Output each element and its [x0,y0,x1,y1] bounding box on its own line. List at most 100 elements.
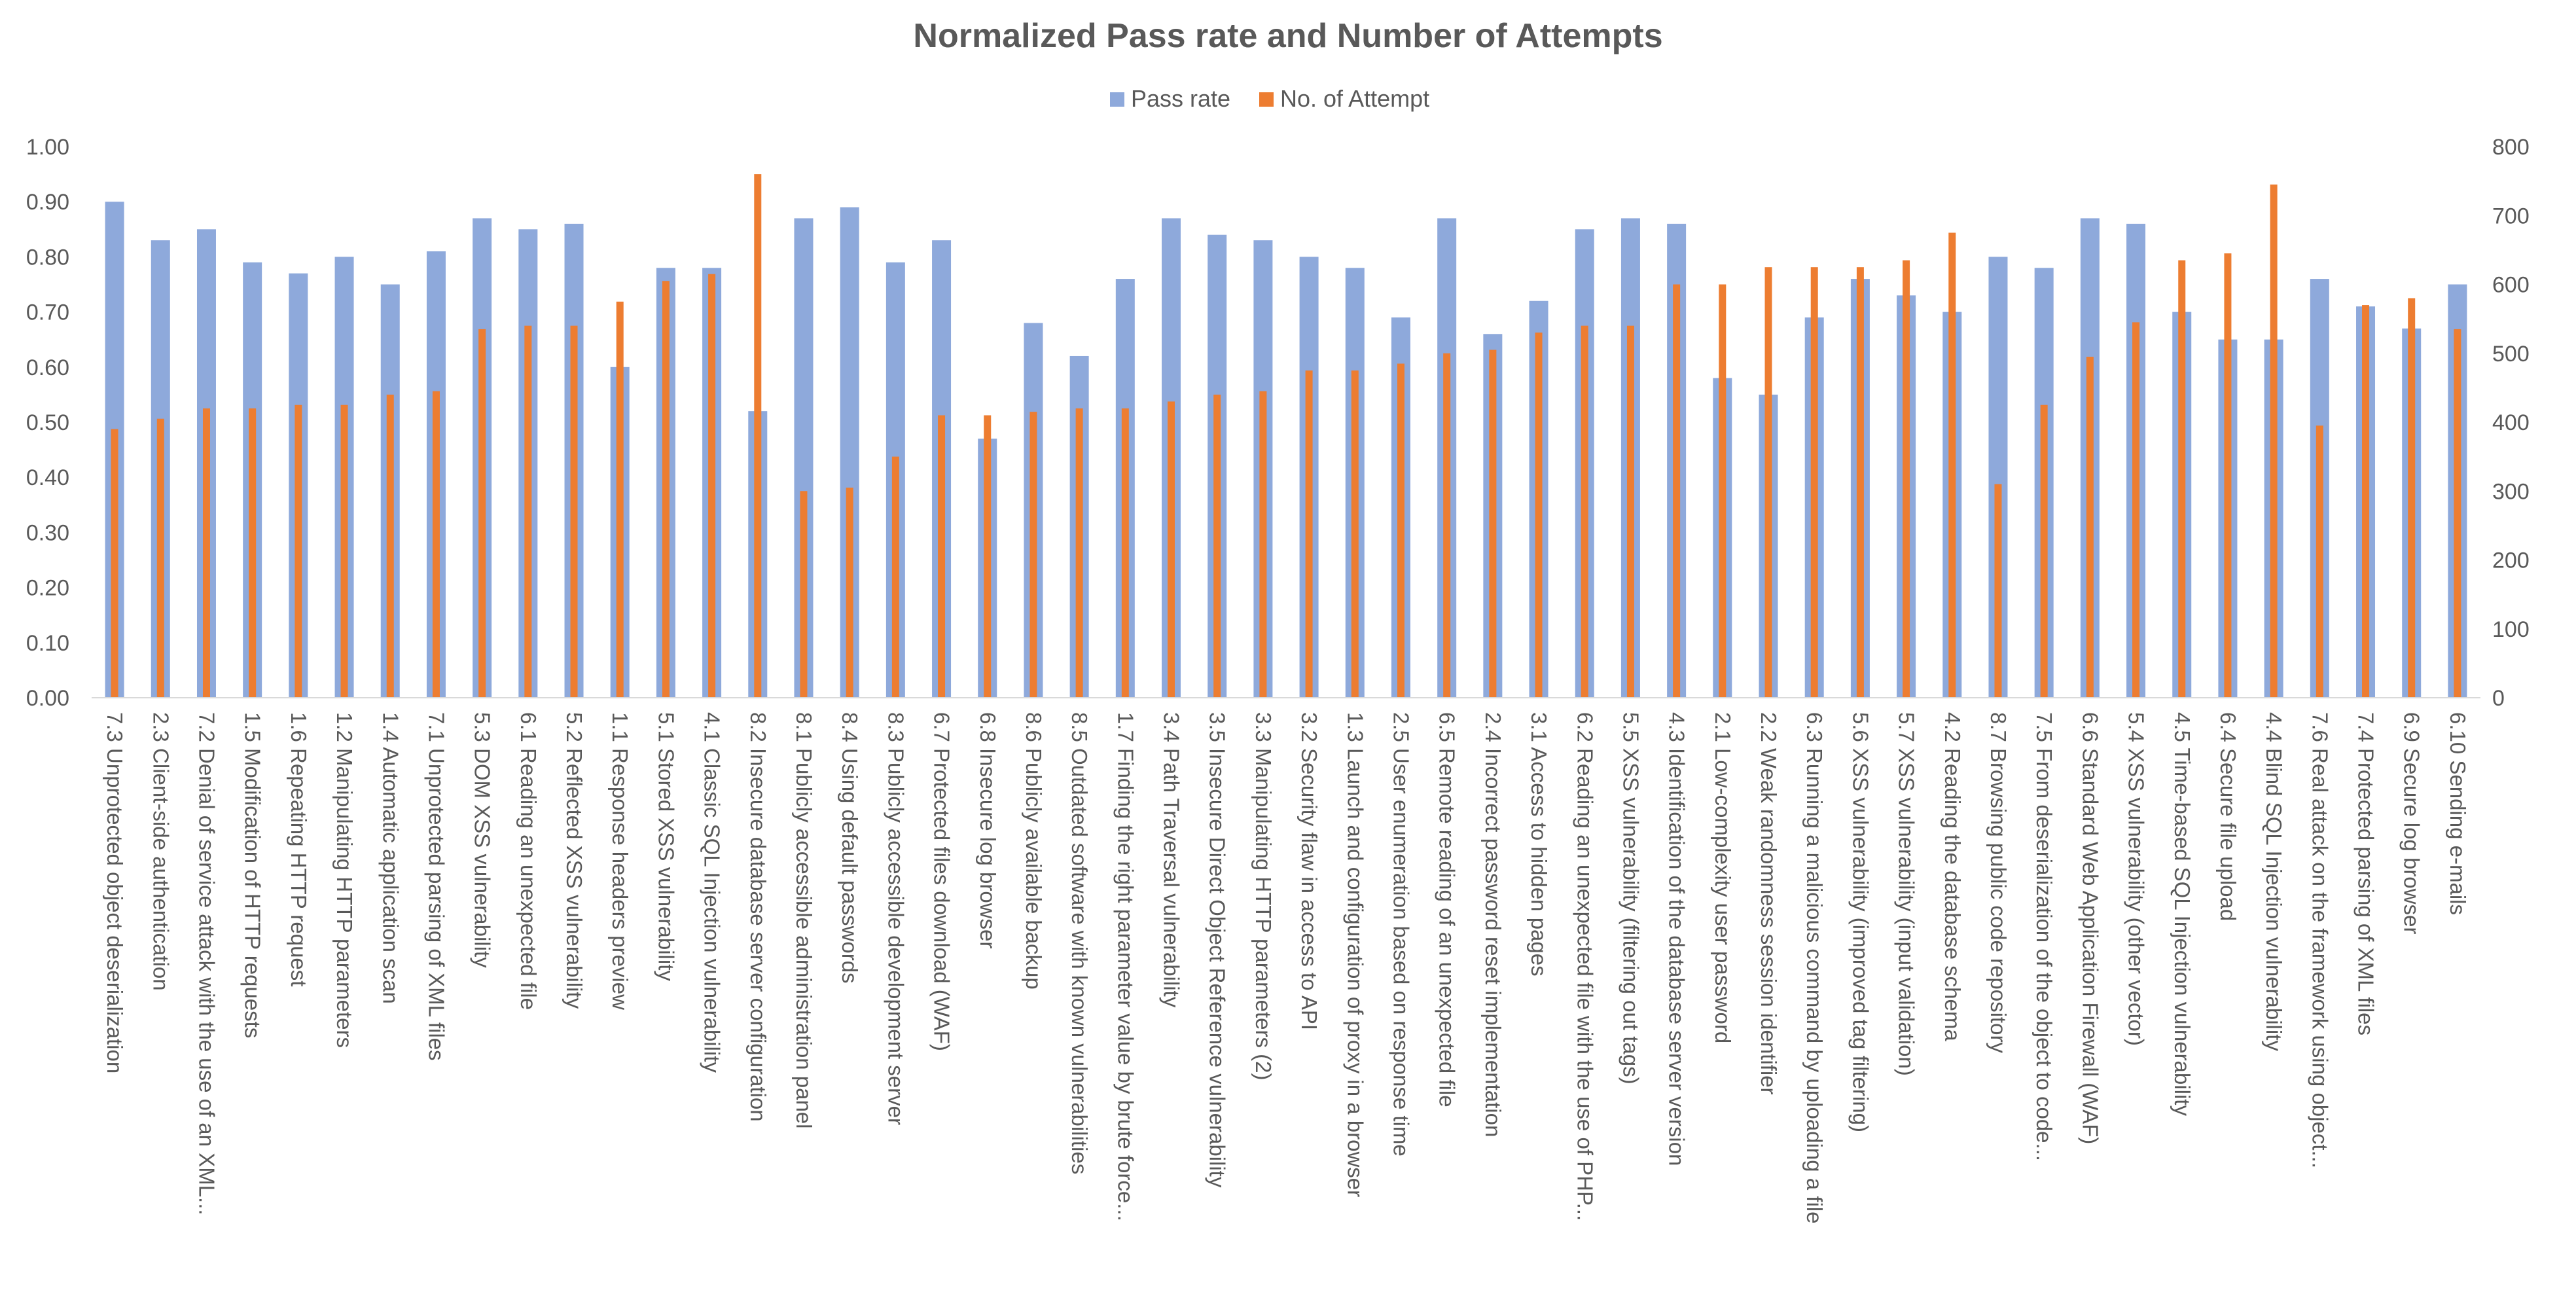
right-tick-label: 300 [2492,479,2530,504]
category-label: 8.5 Outdated software with known vulnera… [1067,712,1092,1174]
category-label: 7.4 Protected parsing of XML files [2354,712,2378,1035]
chart-title: Normalized Pass rate and Number of Attem… [913,17,1662,55]
attempts-bar [2362,305,2370,698]
bars [105,174,2467,698]
left-tick-label: 0.30 [26,520,69,545]
category-label: 6.9 Secure log browser [2400,712,2424,934]
attempts-bar [295,404,302,698]
category-label: 6.2 Reading an unexpected file with the … [1573,712,1597,1221]
category-label: 6.3 Running a malicious command by uploa… [1802,712,1827,1223]
attempts-bar [1351,370,1359,698]
attempts-bar [2316,425,2323,698]
category-label: 5.4 XSS vulnerability (other vector) [2124,712,2149,1046]
category-label: 4.3 Identification of the database serve… [1665,712,1689,1166]
right-tick-label: 700 [2492,204,2530,228]
category-label: 8.7 Browsing public code repository [1986,712,2011,1053]
attempts-bar [708,274,716,698]
attempts-bar [340,404,348,698]
attempts-bar [1397,363,1404,698]
legend-swatch-pass-rate [1110,92,1124,107]
attempts-bar [846,487,853,698]
category-label: 1.4 Automatic application scan [378,712,402,1004]
attempts-bar [1719,284,1726,698]
category-label: 5.7 XSS vulnerability (input validation) [1895,712,1919,1076]
category-label: 1.2 Manipulating HTTP parameters [332,712,357,1048]
category-label: 8.1 Publicly accessible administration p… [792,712,816,1129]
category-label: 6.5 Remote reading of an unexpected file [1435,712,1459,1107]
category-label: 3.5 Insecure Direct Object Reference vul… [1206,712,1230,1188]
attempts-bar [800,491,808,698]
attempts-bar [662,281,670,698]
category-label: 3.3 Manipulating HTTP parameters (2) [1251,712,1276,1080]
attempts-bar [1168,401,1175,698]
attempts-bar [938,415,946,698]
category-label: 2.4 Incorrect password reset implementat… [1481,712,1505,1137]
category-label: 7.2 Denial of service attack with the us… [194,712,219,1215]
left-tick-label: 0.70 [26,300,69,325]
left-tick-label: 1.00 [26,135,69,160]
category-label: 8.6 Publicly available backup [1022,712,1046,990]
category-label: 4.4 Blind SQL Injection vulnerability [2262,712,2286,1051]
attempts-bar [478,329,486,698]
attempts-bar [1764,267,1772,698]
category-label: 6.7 Protected files download (WAF) [930,712,954,1051]
attempts-bar [891,456,899,698]
attempts-bar [2270,184,2278,698]
category-label: 4.5 Time-based SQL Injection vulnerabili… [2170,712,2194,1116]
attempts-bar [1581,325,1588,698]
left-tick-label: 0.40 [26,465,69,490]
legend-label-attempts: No. of Attempt [1280,85,1429,112]
right-tick-label: 100 [2492,617,2530,642]
attempts-bar [1535,332,1543,698]
left-axis: 0.00 0.10 0.20 0.30 0.40 0.50 0.60 0.70 0.80 0.90… [26,135,69,711]
category-label: 5.5 XSS vulnerability (filtering out tag… [1619,712,1643,1085]
left-tick-label: 0.80 [26,245,69,270]
attempts-bar [1443,353,1451,698]
attempts-bar [570,325,578,698]
right-tick-label: 800 [2492,135,2530,160]
category-label: 7.6 Real attack on the framework using o… [2308,712,2332,1168]
attempts-bar [1075,408,1083,698]
left-tick-label: 0.10 [26,631,69,656]
category-label: 2.1 Low-complexity user password [1711,712,1735,1043]
attempts-bar [2132,322,2140,698]
legend-swatch-attempts [1259,92,1274,107]
right-tick-label: 400 [2492,410,2530,435]
category-label: 4.2 Reading the database schema [1941,712,1965,1041]
attempts-bar [616,301,624,698]
category-label: 6.6 Standard Web Application Firewall (W… [2078,712,2102,1144]
attempts-bar [1121,408,1129,698]
right-tick-label: 200 [2492,548,2530,573]
category-label: 6.4 Secure file upload [2216,712,2240,921]
legend: Pass rate No. of Attempt [1110,85,1429,112]
attempts-bar [1903,260,1910,698]
category-label: 1.7 Finding the right parameter value by… [1113,712,1137,1221]
category-label: 2.3 Client-side authentication [149,712,173,991]
attempts-bar [111,429,118,698]
attempts-bar [249,408,257,698]
left-tick-label: 0.50 [26,410,69,435]
left-tick-label: 0.90 [26,190,69,215]
attempts-bar [524,325,532,698]
attempts-bar [2040,404,2048,698]
category-label: 6.1 Reading an unexpected file [516,712,541,1010]
attempts-bar [2454,329,2461,698]
category-label: 3.2 Security flaw in access to API [1297,712,1321,1030]
legend-label-pass-rate: Pass rate [1131,85,1230,112]
attempts-bar [1259,391,1267,698]
left-tick-label: 0.60 [26,355,69,380]
attempts-bar [2086,357,2094,698]
attempts-bar [1305,370,1313,698]
attempts-bar [1948,232,1956,698]
right-tick-label: 500 [2492,342,2530,367]
attempts-bar [2408,298,2416,698]
right-tick-label: 0 [2492,686,2505,711]
category-label: 7.5 From deserialization of the object t… [2032,712,2056,1161]
attempts-bar [1994,484,2002,698]
attempts-bar [754,174,762,698]
category-label: 1.5 Modification of HTTP requests [241,712,265,1038]
left-tick-label: 0.20 [26,576,69,601]
left-tick-label: 0.00 [26,686,69,711]
